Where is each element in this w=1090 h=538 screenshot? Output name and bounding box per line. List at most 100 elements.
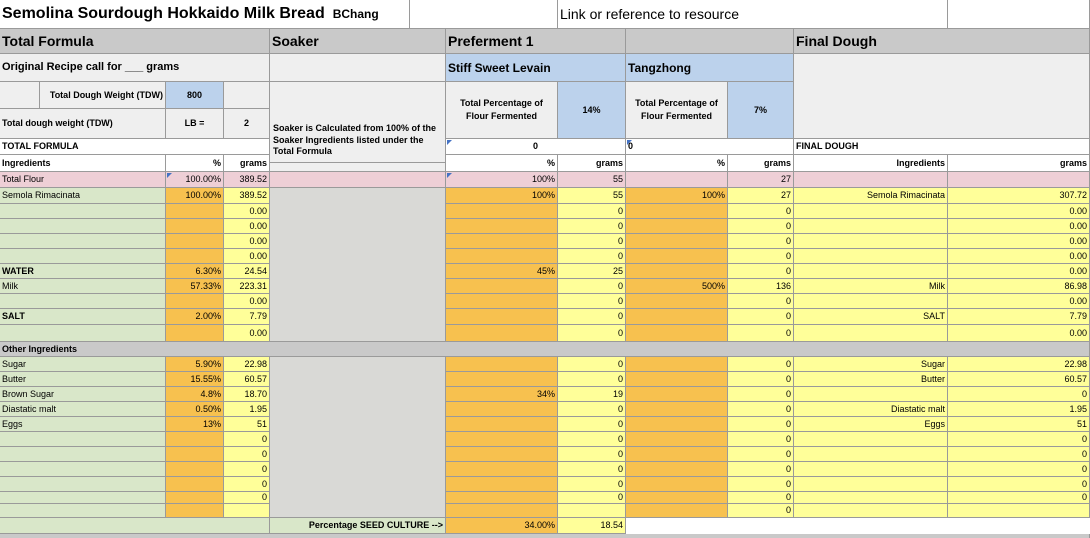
cell-name[interactable] (0, 294, 166, 309)
final-ingredients-col-header[interactable]: Ingredients (794, 155, 948, 172)
cell-pf-pct[interactable] (446, 309, 558, 325)
cell-pf-pct[interactable] (446, 219, 558, 234)
cell-tz-g[interactable]: 0 (728, 357, 794, 372)
cell-tf-pct[interactable] (166, 492, 224, 504)
cell-pf-g[interactable]: 0 (558, 294, 626, 309)
cell-pf-pct[interactable] (446, 325, 558, 342)
cell-fd-g[interactable]: 0 (948, 387, 1090, 402)
cell-pf-pct[interactable] (446, 447, 558, 462)
cell-tz-g[interactable]: 0 (728, 432, 794, 447)
ingredients-col-header[interactable]: Ingredients (0, 155, 166, 172)
cell-tz-g[interactable]: 0 (728, 294, 794, 309)
cell-tz-g[interactable]: 0 (728, 204, 794, 219)
tangzhong-pct-col-header[interactable]: % (626, 155, 728, 172)
cell-fd-name[interactable] (794, 432, 948, 447)
cell-pf-g[interactable]: 55 (558, 172, 626, 188)
cell-tz-pct[interactable] (626, 204, 728, 219)
cell-name[interactable]: Eggs (0, 417, 166, 432)
cell-tz-pct[interactable] (626, 357, 728, 372)
cell-name[interactable] (0, 432, 166, 447)
cell-tf-pct[interactable] (166, 462, 224, 477)
tangzhong-label[interactable]: Tangzhong (626, 54, 794, 82)
cell-tz-g[interactable]: 0 (728, 492, 794, 504)
cell-name[interactable] (0, 249, 166, 264)
cell-tf-pct[interactable] (166, 234, 224, 249)
cell-fd-g[interactable]: 51 (948, 417, 1090, 432)
tangzhong-grams-col-header[interactable]: grams (728, 155, 794, 172)
pct-col-header[interactable]: % (166, 155, 224, 172)
cell-fd-g[interactable]: 0.00 (948, 264, 1090, 279)
tdw-input[interactable]: 800 (166, 82, 224, 109)
cell-tf-g[interactable]: 0.00 (224, 294, 270, 309)
cell-tz-g[interactable]: 0 (728, 219, 794, 234)
cell-fd-g[interactable] (948, 504, 1090, 518)
total-formula-header[interactable]: Total Formula (0, 29, 270, 54)
cell-pf-g[interactable]: 0 (558, 417, 626, 432)
soaker-total-flour-cell[interactable] (270, 172, 446, 188)
cell-tf-g[interactable]: 0 (224, 477, 270, 492)
cell-name[interactable] (0, 325, 166, 342)
final-dough-header[interactable]: Final Dough (794, 29, 1090, 54)
cell-tz-pct[interactable] (626, 219, 728, 234)
cell-tf-g[interactable]: 389.52 (224, 172, 270, 188)
cell-tf-pct[interactable] (166, 432, 224, 447)
cell-fd-name[interactable] (794, 447, 948, 462)
cell-fd-g[interactable]: 0.00 (948, 294, 1090, 309)
cell-tz-pct[interactable] (626, 325, 728, 342)
soaker-block[interactable] (270, 188, 446, 342)
cell-tz-g[interactable]: 0 (728, 249, 794, 264)
cell-fd-name[interactable] (794, 172, 948, 188)
cell-tf-pct[interactable]: 4.8% (166, 387, 224, 402)
cell-tz-pct[interactable] (626, 462, 728, 477)
cell-fd-g[interactable]: 60.57 (948, 372, 1090, 387)
cell-fd-name[interactable] (794, 264, 948, 279)
cell-tz-g[interactable]: 27 (728, 172, 794, 188)
cell-pf-g[interactable]: 0 (558, 279, 626, 294)
cell-pf-g[interactable]: 0 (558, 309, 626, 325)
stiff-levain-label[interactable]: Stiff Sweet Levain (446, 54, 626, 82)
cell-pf-g[interactable] (558, 504, 626, 518)
cell-name[interactable] (0, 477, 166, 492)
cell-tz-pct[interactable] (626, 264, 728, 279)
cell-pf-g[interactable]: 0 (558, 447, 626, 462)
recipe-title-cell[interactable]: Semolina Sourdough Hokkaido Milk Bread B… (0, 0, 410, 29)
cell-tf-g[interactable]: 51 (224, 417, 270, 432)
cell-pf-g[interactable]: 0 (558, 249, 626, 264)
grams-col-header[interactable]: grams (224, 155, 270, 172)
cell-pf-g[interactable]: 0 (558, 204, 626, 219)
cell-tf-g[interactable]: 0.00 (224, 325, 270, 342)
cell-tf-pct[interactable]: 2.00% (166, 309, 224, 325)
cell-fd-g[interactable]: 0 (948, 447, 1090, 462)
cell-pf-pct[interactable] (446, 462, 558, 477)
blank-cell[interactable] (948, 0, 1090, 29)
cell-tf-pct[interactable] (166, 204, 224, 219)
cell-tf-g[interactable]: 0 (224, 462, 270, 477)
cell-fd-g[interactable]: 0.00 (948, 249, 1090, 264)
cell-tf-g[interactable]: 0 (224, 432, 270, 447)
cell-fd-name[interactable] (794, 492, 948, 504)
cell-tz-g[interactable]: 0 (728, 462, 794, 477)
cell-tf-g[interactable]: 0.00 (224, 234, 270, 249)
cell-pf-pct[interactable] (446, 417, 558, 432)
levain-pct-flour-label[interactable]: Total Percentage of Flour Fermented (446, 82, 558, 139)
levain-zero-cell[interactable]: 0 (446, 139, 626, 155)
cell-tz-g[interactable]: 0 (728, 325, 794, 342)
cell-fd-name[interactable] (794, 504, 948, 518)
cell-name[interactable]: Semola Rimacinata (0, 188, 166, 204)
cell-tf-g[interactable]: 389.52 (224, 188, 270, 204)
cell-pf-g[interactable]: 0 (558, 477, 626, 492)
cell-pf-g[interactable]: 55 (558, 188, 626, 204)
cell-name[interactable] (0, 234, 166, 249)
cell-pf-pct[interactable]: 34% (446, 387, 558, 402)
cell-fd-g[interactable]: 0 (948, 432, 1090, 447)
cell-tf-g[interactable]: 22.98 (224, 357, 270, 372)
soaker-block-other[interactable] (270, 357, 446, 518)
cell-tz-pct[interactable] (626, 477, 728, 492)
cell-tz-pct[interactable] (626, 249, 728, 264)
cell-tf-pct[interactable]: 100.00% (166, 172, 224, 188)
cell-name[interactable]: SALT (0, 309, 166, 325)
cell-tz-g[interactable]: 0 (728, 264, 794, 279)
other-ingredients-band[interactable]: Other Ingredients (0, 342, 1090, 357)
cell-tz-g[interactable]: 27 (728, 188, 794, 204)
resource-link-cell[interactable]: Link or reference to resource (558, 0, 948, 29)
